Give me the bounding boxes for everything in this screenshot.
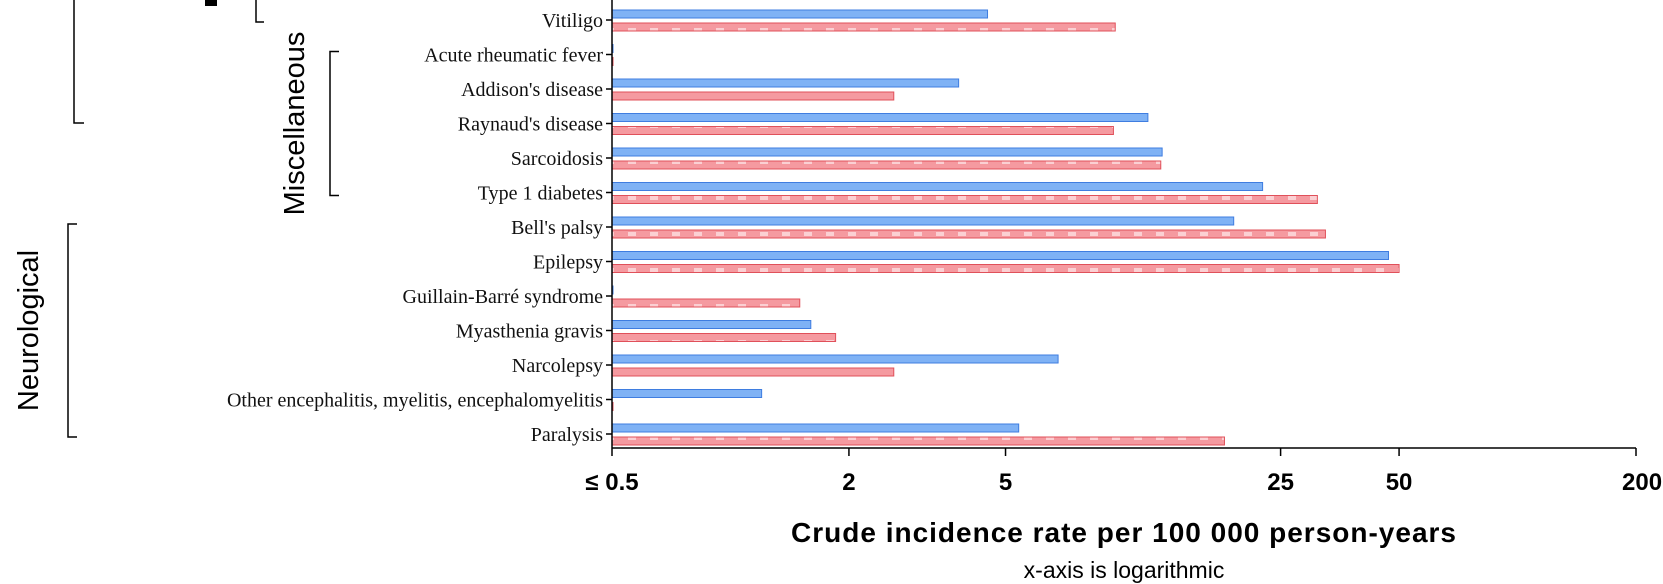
group-label-partial xyxy=(205,0,217,6)
category-label: Sarcoidosis xyxy=(511,148,603,170)
bar-red xyxy=(611,436,1225,446)
category-label: Bell's palsy xyxy=(511,217,603,239)
category-label: Epilepsy xyxy=(533,252,603,274)
bar-red xyxy=(611,195,1318,204)
category-label: Vitiligo xyxy=(542,10,603,32)
bar-blue xyxy=(611,320,812,329)
bar-red xyxy=(611,229,1326,239)
bar-blue xyxy=(611,147,1163,157)
group-bracket xyxy=(67,223,77,438)
bar-blue xyxy=(611,423,1020,433)
bar-red xyxy=(611,367,895,377)
bar-blue xyxy=(611,182,1264,191)
category-label: Paralysis xyxy=(531,424,603,446)
bar-red xyxy=(611,22,1116,32)
category-label: Myasthenia gravis xyxy=(456,321,603,343)
bar-blue xyxy=(611,216,1235,226)
category-label: Type 1 diabetes xyxy=(478,183,603,205)
bars-layer xyxy=(611,9,1400,446)
x-tick-label: 5 xyxy=(999,469,1012,496)
group-bracket-partial-top xyxy=(73,0,84,124)
category-label: Other encephalitis, myelitis, encephalom… xyxy=(227,390,603,412)
bar-red xyxy=(611,126,1114,135)
category-label: Narcolepsy xyxy=(512,355,603,377)
x-axis-ticks: ≤ 0.5 2 5 25 50 200 xyxy=(585,448,1662,496)
bar-blue xyxy=(611,354,1059,364)
x-tick-label: ≤ 0.5 xyxy=(585,469,638,496)
category-label: Acute rheumatic fever xyxy=(424,45,603,67)
category-label: Addison's disease xyxy=(461,79,603,101)
bar-red xyxy=(611,160,1162,170)
group-label: Neurological xyxy=(13,250,45,411)
x-axis-title: Crude incidence rate per 100 000 person-… xyxy=(791,517,1457,548)
category-label: Raynaud's disease xyxy=(458,114,603,136)
bar-blue xyxy=(611,78,960,88)
bar-blue xyxy=(611,251,1389,260)
x-tick-label: 200 xyxy=(1622,469,1662,496)
group-label: Miscellaneous xyxy=(279,32,311,216)
bar-red xyxy=(611,298,801,308)
bar-red xyxy=(611,333,837,342)
group-brackets: Miscellaneous Neurological xyxy=(13,32,339,438)
bar-blue xyxy=(611,9,989,19)
x-tick-label: 25 xyxy=(1267,469,1294,496)
category-labels: Vitiligo Acute rheumatic fever Addison's d… xyxy=(227,10,612,446)
bar-blue xyxy=(611,389,763,398)
group-bracket xyxy=(329,50,339,197)
x-tick-label: 2 xyxy=(842,469,855,496)
category-label: Guillain-Barré syndrome xyxy=(403,286,604,308)
bar-blue xyxy=(611,113,1149,122)
x-tick-label: 50 xyxy=(1386,469,1413,496)
x-axis-note: x-axis is logarithmic xyxy=(1024,557,1225,583)
group-bracket-partial-inner xyxy=(255,0,264,23)
bar-red xyxy=(611,264,1400,273)
bar-red xyxy=(611,91,895,101)
